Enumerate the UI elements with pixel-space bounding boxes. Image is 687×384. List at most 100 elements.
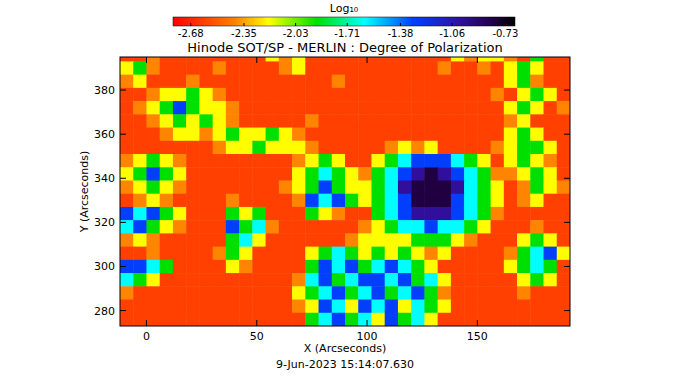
cell xyxy=(424,57,438,62)
cell xyxy=(120,88,134,102)
colorbar-tick xyxy=(190,23,191,26)
cell xyxy=(491,154,505,168)
cell xyxy=(226,313,240,326)
cell xyxy=(213,260,227,274)
cell xyxy=(146,194,160,208)
x-tick xyxy=(256,57,257,63)
cell xyxy=(491,75,505,89)
cell xyxy=(226,88,240,102)
cell xyxy=(279,194,293,208)
cell xyxy=(292,101,306,115)
cell xyxy=(398,154,412,168)
cell xyxy=(517,207,531,221)
cell xyxy=(199,313,213,326)
cell xyxy=(199,300,213,314)
cell xyxy=(438,75,452,89)
cell xyxy=(252,273,266,287)
cell xyxy=(424,286,438,300)
cell xyxy=(213,300,227,314)
cell xyxy=(305,101,319,115)
cell xyxy=(199,141,213,155)
cell xyxy=(544,220,558,234)
cell xyxy=(557,273,570,287)
cell xyxy=(319,154,333,168)
cell xyxy=(160,194,174,208)
cell xyxy=(213,114,227,128)
cell xyxy=(477,57,491,62)
x-tick-label: 0 xyxy=(143,330,150,343)
y-tick-label: 320 xyxy=(94,216,115,229)
cell xyxy=(252,207,266,221)
cell xyxy=(239,114,253,128)
cell xyxy=(226,141,240,155)
cell xyxy=(213,233,227,247)
cell xyxy=(239,141,253,155)
cell xyxy=(491,220,505,234)
cell xyxy=(252,101,266,115)
cell xyxy=(332,180,346,194)
cell xyxy=(411,220,425,234)
cell xyxy=(385,167,399,181)
cell xyxy=(266,260,280,274)
cell xyxy=(133,194,147,208)
cell xyxy=(319,233,333,247)
cell xyxy=(438,128,452,142)
cell xyxy=(332,194,346,208)
cell xyxy=(213,61,227,75)
colorbar-label: Log₁₀ xyxy=(330,2,359,15)
cell xyxy=(252,88,266,102)
cell xyxy=(173,233,187,247)
cell xyxy=(279,286,293,300)
cell xyxy=(530,300,544,314)
cell xyxy=(319,247,333,261)
y-tick xyxy=(564,222,570,223)
cell xyxy=(451,128,465,142)
cell xyxy=(517,247,531,261)
cell xyxy=(173,101,187,115)
cell xyxy=(451,260,465,274)
cell xyxy=(530,233,544,247)
cell xyxy=(504,141,518,155)
cell xyxy=(477,247,491,261)
cell xyxy=(491,207,505,221)
cell xyxy=(173,220,187,234)
cell xyxy=(371,57,385,62)
cell xyxy=(451,141,465,155)
cell xyxy=(504,154,518,168)
x-tick xyxy=(367,320,368,326)
cell xyxy=(398,101,412,115)
colorbar-tick xyxy=(400,23,401,26)
cell xyxy=(292,88,306,102)
cell xyxy=(398,194,412,208)
cell xyxy=(504,247,518,261)
cell xyxy=(424,247,438,261)
x-tick xyxy=(146,320,147,326)
cell xyxy=(530,128,544,142)
cell xyxy=(491,167,505,181)
cell xyxy=(266,128,280,142)
title: Hinode SOT/SP - MERLIN : Degree of Polar… xyxy=(187,40,502,55)
cell xyxy=(292,286,306,300)
cell xyxy=(438,88,452,102)
cell xyxy=(173,247,187,261)
cell xyxy=(305,313,319,326)
cell xyxy=(517,220,531,234)
cell xyxy=(464,313,478,326)
cell xyxy=(213,273,227,287)
cell xyxy=(133,75,147,89)
cell xyxy=(504,300,518,314)
cell xyxy=(544,101,558,115)
cell xyxy=(358,101,372,115)
cell xyxy=(438,114,452,128)
cell xyxy=(332,313,346,326)
cell xyxy=(517,101,531,115)
cell xyxy=(477,141,491,155)
cell xyxy=(173,260,187,274)
cell xyxy=(292,61,306,75)
cell xyxy=(305,194,319,208)
cell xyxy=(266,114,280,128)
cell xyxy=(120,260,134,274)
cell xyxy=(120,180,134,194)
colorbar xyxy=(173,17,515,26)
cell xyxy=(292,167,306,181)
